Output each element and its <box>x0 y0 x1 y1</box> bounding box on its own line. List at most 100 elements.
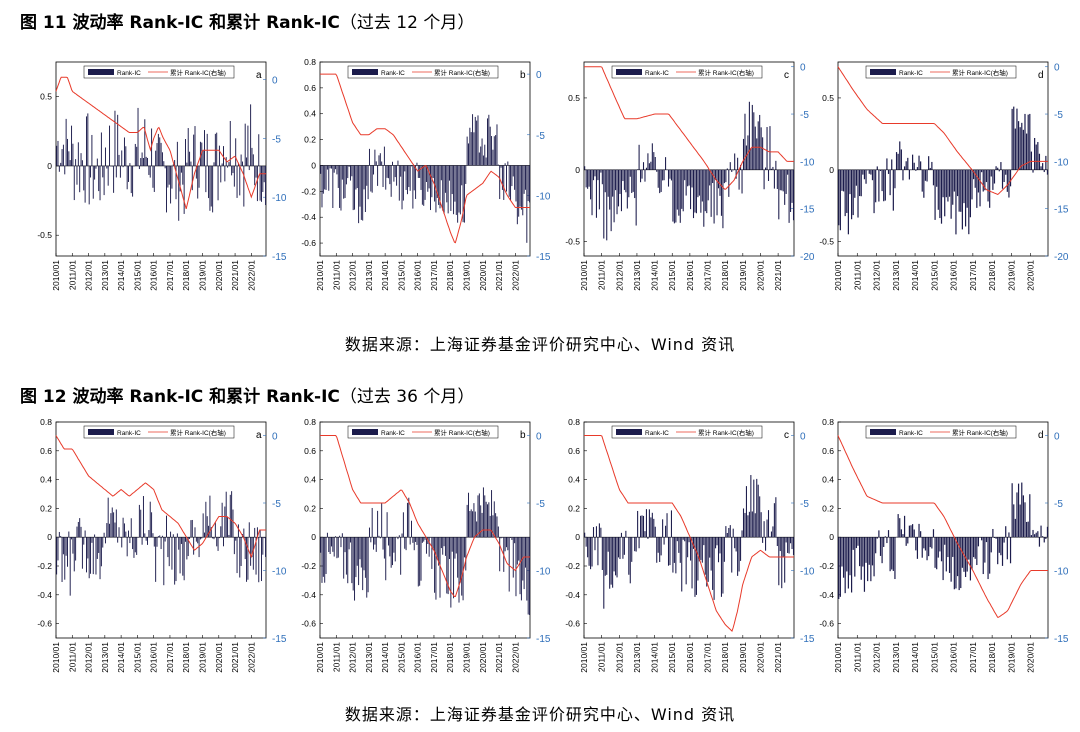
rank-ic-bar <box>109 523 111 538</box>
legend-bar-swatch <box>352 69 378 75</box>
rank-ic-bar <box>912 154 914 170</box>
rank-ic-bar <box>251 147 253 166</box>
figure-12-title-text: 图 12 波动率 Rank-IC 和累计 Rank-IC <box>20 387 340 407</box>
rank-ic-bar <box>424 537 426 540</box>
rank-ic-bar <box>974 169 976 188</box>
rank-ic-bar <box>1014 518 1016 538</box>
rank-ic-bar <box>1011 483 1013 538</box>
rank-ic-bar <box>236 537 238 574</box>
rank-ic-bar <box>481 512 483 538</box>
rank-ic-bar <box>416 537 418 545</box>
rank-ic-bar <box>595 169 597 218</box>
cumulative-rank-ic-line <box>584 435 794 633</box>
rank-ic-bar <box>141 152 143 166</box>
rank-ic-bar <box>341 165 343 180</box>
rank-ic-bar <box>87 113 89 166</box>
rank-ic-bar <box>753 112 755 170</box>
rank-ic-bar <box>734 537 736 549</box>
x-tick-label: 2017/01 <box>968 260 978 291</box>
y2-tick-label: -5 <box>272 134 281 145</box>
rank-ic-bar <box>254 527 256 538</box>
rank-ic-bar <box>741 530 743 538</box>
rank-ic-bar <box>929 537 931 548</box>
rank-ic-bar <box>348 537 350 550</box>
x-tick-label: 2014/01 <box>650 642 660 673</box>
rank-ic-bar <box>235 138 237 166</box>
x-tick-label: 2012/01 <box>614 260 624 291</box>
rank-ic-bar <box>591 169 593 216</box>
rank-ic-bar <box>765 167 767 170</box>
x-tick-label: 2013/01 <box>100 260 110 291</box>
rank-ic-bar <box>465 165 467 184</box>
rank-ic-bar <box>604 169 606 193</box>
rank-ic-bar <box>966 169 968 208</box>
rank-ic-bar <box>855 169 858 186</box>
rank-ic-bar <box>212 165 214 213</box>
rank-ic-bar <box>932 529 935 538</box>
rank-ic-bar <box>694 537 696 597</box>
rank-ic-bar <box>971 537 973 570</box>
y2-tick-label: 0 <box>536 432 542 443</box>
rank-ic-bar <box>463 165 465 223</box>
rank-ic-bar <box>744 113 746 170</box>
rank-ic-bar <box>190 161 192 166</box>
rank-ic-bar <box>989 169 991 208</box>
legend-label-cumulative: 累计 Rank-IC(右轴) <box>952 428 1008 437</box>
rank-ic-bar <box>227 516 229 538</box>
rank-ic-bar <box>83 537 85 545</box>
rank-ic-bar <box>876 166 878 170</box>
rank-ic-bar <box>243 528 245 538</box>
rank-ic-bar <box>592 169 595 181</box>
y-tick-label: 0 <box>311 532 316 542</box>
rank-ic-bar <box>202 150 204 166</box>
x-tick-label: 2019/01 <box>462 260 472 291</box>
rank-ic-bar <box>371 165 373 193</box>
rank-ic-bar <box>514 165 516 190</box>
rank-ic-bar <box>841 537 843 567</box>
rank-ic-bar <box>85 537 87 573</box>
y2-tick-label: -15 <box>536 634 551 645</box>
rank-ic-bar <box>928 156 930 170</box>
rank-ic-bar <box>663 169 665 181</box>
rank-ic-bar <box>329 537 331 555</box>
legend-bar-swatch <box>616 429 642 435</box>
rank-ic-bar <box>977 169 980 193</box>
x-tick-label: 2012/01 <box>84 260 94 291</box>
rank-ic-bar <box>325 165 327 190</box>
rank-ic-bar <box>678 169 680 216</box>
legend-label-rank-ic: Rank-IC <box>381 70 405 77</box>
rank-ic-bar <box>411 165 412 167</box>
rank-ic-bar <box>180 537 182 544</box>
rank-ic-bar <box>336 537 338 559</box>
rank-ic-bar <box>738 169 740 190</box>
y2-tick-label: 0 <box>1054 63 1060 74</box>
rank-ic-bar <box>431 537 433 569</box>
rank-ic-bar <box>626 537 628 538</box>
rank-ic-bar <box>119 537 121 538</box>
y-tick-label: 0.5 <box>568 93 580 103</box>
rank-ic-bar <box>587 169 589 189</box>
y2-tick-label: 0 <box>272 432 278 443</box>
rank-ic-bar <box>1046 526 1049 538</box>
rank-ic-bar <box>157 133 159 166</box>
rank-ic-bar <box>712 169 714 184</box>
rank-ic-bar <box>491 490 493 538</box>
rank-ic-bar <box>182 165 184 185</box>
legend-label-rank-ic: Rank-IC <box>899 70 923 77</box>
rank-ic-bar <box>491 136 493 166</box>
rank-ic-bar <box>905 537 907 546</box>
x-tick-label: 2017/01 <box>165 642 175 673</box>
rank-ic-bar <box>163 161 165 166</box>
rank-ic-bar <box>179 165 181 192</box>
legend-bar-swatch <box>88 69 114 75</box>
rank-ic-bar <box>485 157 487 166</box>
y-tick-label: 0 <box>47 532 52 542</box>
rank-ic-bar <box>469 127 471 166</box>
rank-ic-bar <box>260 537 262 582</box>
rank-ic-bar <box>895 152 898 170</box>
rank-ic-bar <box>916 167 919 170</box>
rank-ic-bar <box>254 165 256 186</box>
rank-ic-bar <box>125 146 127 166</box>
rank-ic-bar <box>174 160 176 166</box>
rank-ic-bar <box>779 537 781 552</box>
